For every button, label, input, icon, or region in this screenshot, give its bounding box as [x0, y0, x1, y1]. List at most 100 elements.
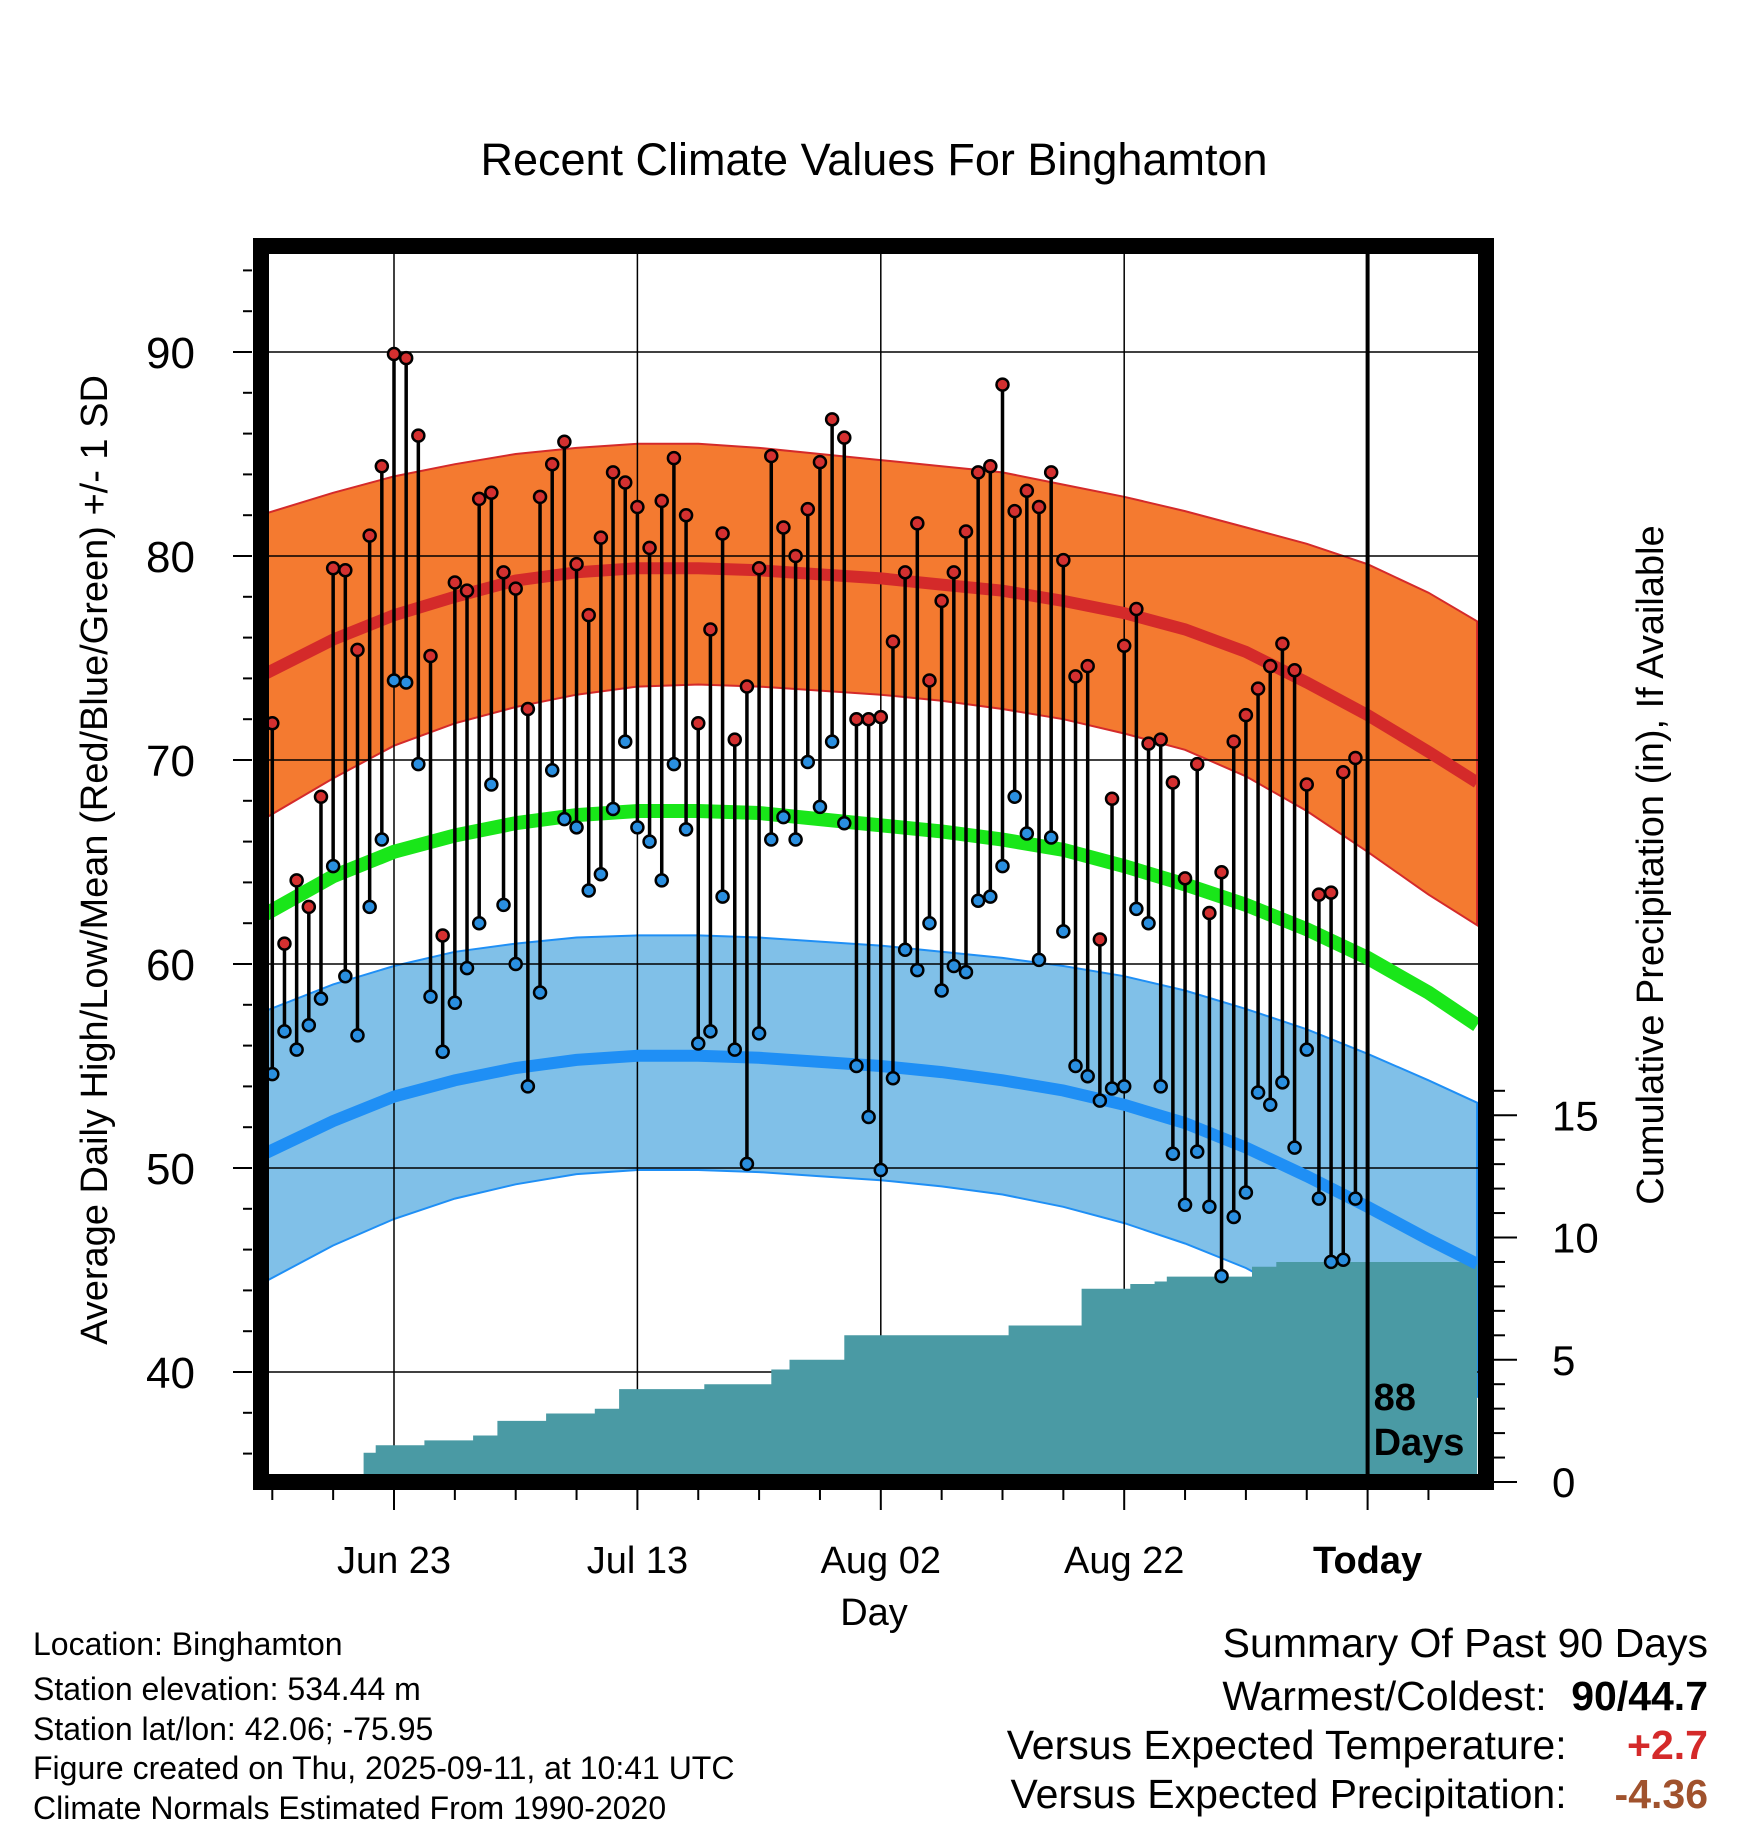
daily-high-dot: [849, 711, 864, 727]
daily-low-dot: [617, 734, 633, 749]
y-tick-label: 90: [146, 329, 195, 378]
daily-low-dot: [569, 820, 584, 835]
daily-high-dot: [824, 412, 840, 427]
daily-high-dot: [1311, 887, 1327, 902]
daily-high-dot: [751, 560, 767, 576]
daily-high-dot: [1141, 736, 1156, 751]
daily-low-dot: [678, 822, 694, 837]
daily-high-dot: [1275, 636, 1290, 651]
daily-low-dot: [557, 811, 572, 827]
daily-low-dot: [1348, 1191, 1363, 1206]
daily-high-dot: [1287, 662, 1302, 678]
daily-high-dot: [1323, 885, 1339, 900]
precip-area-group: [261, 1262, 1478, 1482]
summary-warmest-row: Warmest/Coldest: 90/44.7: [1222, 1673, 1708, 1720]
daily-low-dot: [1153, 1079, 1168, 1094]
daily-high-dot: [325, 560, 341, 576]
daily-low-dot: [1068, 1058, 1083, 1074]
daily-low-dot: [362, 899, 377, 915]
daily-high-dot: [678, 507, 694, 523]
daily-high-dot: [532, 489, 548, 505]
daily-high-dot: [398, 350, 414, 366]
precip-value: -4.36: [1614, 1771, 1708, 1817]
daily-high-dot: [289, 873, 304, 888]
plot-frame: [253, 238, 1494, 1490]
daily-high-dot: [727, 732, 743, 747]
daily-high-dot: [776, 520, 791, 535]
daily-low-dot: [642, 834, 657, 849]
daily-low-dot: [411, 756, 426, 772]
daily-high-dot: [837, 430, 852, 445]
daily-high-dot: [557, 434, 572, 450]
daily-low-dot: [471, 915, 487, 931]
daily-high-dot: [1238, 707, 1254, 723]
daily-low-dot: [666, 756, 682, 772]
daily-high-dot: [544, 456, 560, 472]
y-tick-label: 70: [146, 737, 195, 786]
daily-bars: [265, 346, 1363, 1284]
daily-low-dot: [1214, 1268, 1229, 1284]
daily-low-dot: [1043, 830, 1059, 845]
daily-high-dot: [569, 556, 584, 572]
daily-high-dot: [1202, 905, 1217, 921]
daily-high-dot: [277, 936, 292, 951]
daily-high-dot: [812, 454, 828, 470]
daily-low-dot: [776, 809, 791, 825]
daily-high-dot: [1153, 732, 1168, 747]
y2-tick-label: 10: [1552, 1215, 1599, 1262]
daily-high-dot: [1189, 756, 1205, 772]
summary-title: Summary Of Past 90 Days: [1222, 1620, 1708, 1666]
daily-high-dot: [1165, 775, 1181, 790]
daily-low-dot: [630, 820, 645, 835]
daily-low-dot: [301, 1017, 317, 1033]
temp-value: +2.7: [1627, 1722, 1708, 1768]
daily-low-dot: [532, 985, 548, 1000]
daily-low-dot: [1129, 901, 1144, 917]
daily-high-dot: [423, 648, 438, 664]
daily-high-dot: [459, 583, 475, 598]
daily-low-dot: [800, 754, 816, 770]
daily-high-dot: [1007, 503, 1022, 519]
daily-low-dot: [386, 673, 402, 688]
daily-high-dot: [1226, 734, 1241, 749]
daily-high-dot: [617, 475, 633, 490]
daily-high-dot: [934, 593, 949, 609]
x-tick-label: Aug 22: [1064, 1540, 1184, 1582]
daily-low-dot: [897, 942, 913, 957]
daily-low-dot: [1238, 1185, 1254, 1200]
daily-high-dot: [983, 458, 998, 474]
daily-high-dot: [1348, 750, 1363, 766]
daily-high-dot: [362, 528, 377, 543]
daily-low-dot: [1287, 1140, 1302, 1155]
daily-high-dot: [581, 607, 596, 623]
y2-tick-label: 15: [1552, 1092, 1599, 1139]
daily-high-dot: [958, 524, 974, 539]
daily-low-dot: [508, 956, 523, 972]
daily-low-dot: [398, 675, 414, 690]
daily-low-dot: [654, 873, 669, 888]
daily-low-dot: [1202, 1199, 1217, 1215]
daily-low-dot: [922, 915, 937, 931]
daily-high-dot: [496, 565, 511, 580]
daily-low-dot: [910, 962, 925, 978]
daily-low-dot: [496, 897, 511, 913]
daily-low-dot: [788, 832, 803, 847]
daily-low-dot: [374, 832, 390, 847]
daily-high-dot: [1104, 791, 1120, 807]
y-tick-label: 40: [146, 1349, 195, 1398]
x-tick-label: Aug 02: [821, 1540, 941, 1582]
daily-high-dot: [1129, 601, 1144, 617]
daily-low-dot: [1019, 826, 1035, 841]
daily-high-dot: [1250, 681, 1266, 696]
daily-high-dot: [654, 493, 669, 509]
daily-high-dot: [788, 548, 803, 564]
daily-high-dot: [471, 491, 487, 507]
daily-high-dot: [764, 448, 779, 464]
location-text: Location: Binghamton: [33, 1626, 343, 1662]
today-days-count: 88: [1374, 1377, 1416, 1419]
daily-high-dot: [484, 485, 499, 501]
normals-text: Climate Normals Estimated From 1990-2020: [33, 1790, 667, 1826]
daily-low-dot: [1177, 1197, 1193, 1212]
daily-low-dot: [593, 866, 609, 882]
